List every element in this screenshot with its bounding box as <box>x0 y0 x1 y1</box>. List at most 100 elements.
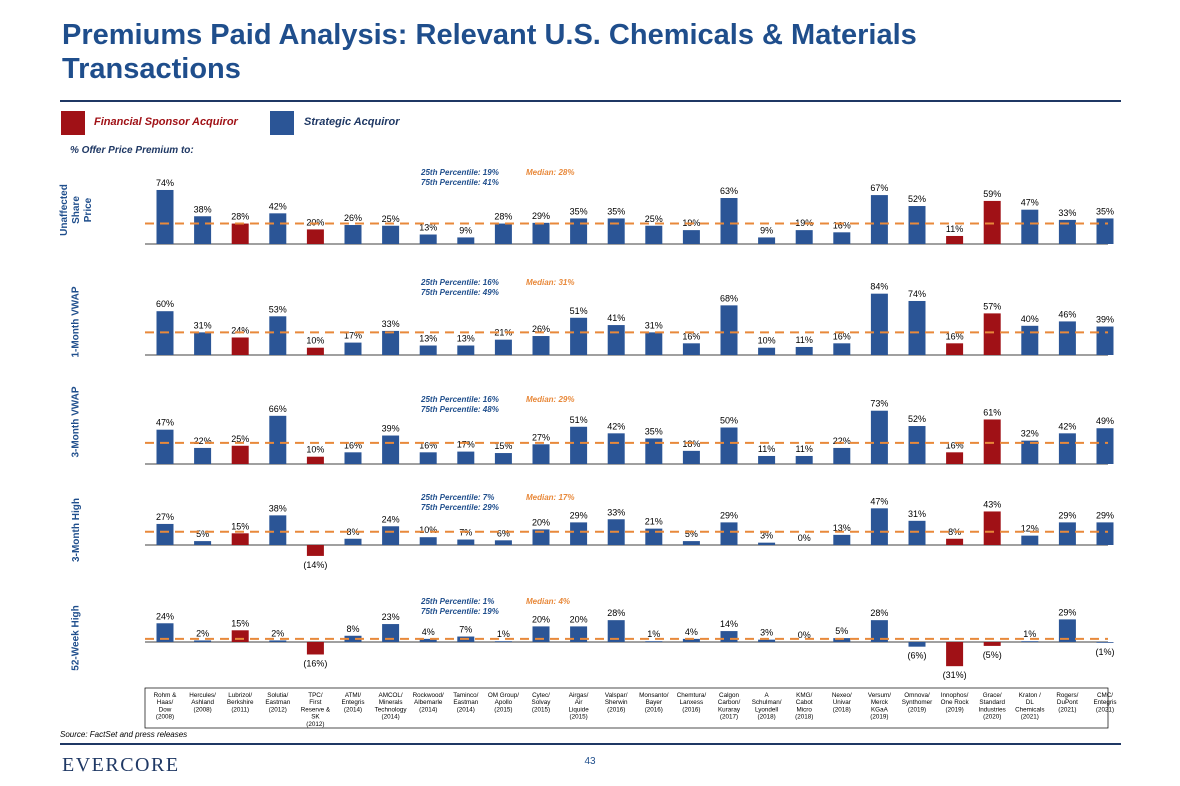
bar-value-label: 28% <box>870 608 888 618</box>
bar-value-label: 35% <box>607 206 625 216</box>
bar <box>758 639 776 642</box>
bar <box>795 346 813 355</box>
median-annotation: Median: 17% <box>526 493 574 502</box>
x-tick-label: Taminco/Eastman (2014) <box>453 692 479 713</box>
bar-value-label: 8% <box>346 527 359 537</box>
x-tick-label: ATMI/Entegris (2014) <box>341 692 364 713</box>
bar-value-label: 31% <box>194 320 212 330</box>
bar-value-label: 1% <box>1023 629 1036 639</box>
bar-value-label: 1% <box>647 629 660 639</box>
bar <box>382 225 400 244</box>
x-tick-label: Valspar/Sherwin (2016) <box>605 692 628 713</box>
strategic-acquiror-legend-label: Strategic Acquiror <box>304 116 400 128</box>
bar <box>344 635 362 642</box>
bar <box>682 343 700 355</box>
median-annotation: Median: 29% <box>526 395 574 404</box>
bar-value-label: 16% <box>946 331 964 341</box>
bar-value-label: 38% <box>194 204 212 214</box>
bar-value-label: 26% <box>344 213 362 223</box>
bar-value-label: 18% <box>682 439 700 449</box>
x-tick-label: Innophos/One Rock (2019) <box>941 692 970 713</box>
bar-value-label: 68% <box>720 293 738 303</box>
x-tick-label: KMG/Cabot Micro (2018) <box>795 692 813 721</box>
bar-value-label: 16% <box>833 220 851 230</box>
bar-value-label: 11% <box>796 444 813 454</box>
bar <box>645 438 663 464</box>
strategic-acquiror-legend-swatch <box>270 111 294 135</box>
bar <box>645 641 663 642</box>
bar <box>194 447 212 464</box>
bar-value-label: 10% <box>306 445 324 455</box>
bar <box>194 640 212 642</box>
x-tick-label: AMCOL/Minerals Technology (2014) <box>375 692 408 721</box>
bar-value-label: 26% <box>532 324 550 334</box>
bar <box>1021 440 1039 464</box>
footer-divider <box>60 743 1121 745</box>
bar <box>457 345 475 355</box>
bar-value-label: 21% <box>494 328 512 338</box>
bar-value-label: 13% <box>419 334 437 344</box>
bar <box>306 347 324 355</box>
bar <box>870 620 888 642</box>
bar-value-label: 43% <box>983 499 1001 509</box>
bar <box>607 620 625 642</box>
bar-value-label: 47% <box>870 496 888 506</box>
bar <box>607 218 625 244</box>
bar <box>570 317 588 355</box>
p75-annotation: 75th Percentile: 29% <box>421 503 499 512</box>
bar-value-label: 29% <box>1096 510 1114 520</box>
bar <box>870 508 888 545</box>
x-tick-label: TPC/First Reserve & SK (2012) <box>301 692 331 728</box>
bar <box>269 640 287 642</box>
p75-annotation: 75th Percentile: 19% <box>421 607 499 616</box>
offer-premium-label: % Offer Price Premium to: <box>70 145 194 156</box>
bar-value-label: 11% <box>758 444 775 454</box>
bar-value-label: 14% <box>720 619 738 629</box>
p25-annotation: 25th Percentile: 7% <box>420 493 494 502</box>
bar-value-label: 24% <box>156 611 174 621</box>
median-annotation: Median: 28% <box>526 168 574 177</box>
bar-value-label: 5% <box>685 529 698 539</box>
bar-value-label: 41% <box>607 313 625 323</box>
bar <box>1096 326 1114 355</box>
bar <box>457 539 475 545</box>
bar <box>570 522 588 545</box>
bar <box>1096 642 1114 643</box>
bar-value-label: 42% <box>1058 421 1076 431</box>
bar-value-label: 28% <box>494 212 512 222</box>
x-tick-label: Rockwood/Albemarle (2014) <box>413 692 444 713</box>
bar <box>382 330 400 355</box>
financial-sponsor-legend-swatch <box>61 111 85 135</box>
bar-value-label: 25% <box>382 214 400 224</box>
bar <box>344 225 362 244</box>
median-annotation: Median: 4% <box>526 597 570 606</box>
bar <box>419 234 437 244</box>
bar-value-label: 28% <box>231 212 249 222</box>
bar <box>607 433 625 464</box>
bar <box>870 195 888 244</box>
bar <box>1096 428 1114 464</box>
bar-value-label: 21% <box>645 517 663 527</box>
bar-value-label: 29% <box>1058 607 1076 617</box>
x-tick-label: Rogers/DuPont (2021) <box>1056 692 1078 713</box>
bar-value-label: 5% <box>196 529 209 539</box>
bar <box>908 426 926 464</box>
bar-value-label: 11% <box>796 335 813 345</box>
bar <box>194 332 212 355</box>
bar-value-label: 51% <box>570 306 588 316</box>
bar-value-label: 66% <box>269 404 287 414</box>
bar <box>983 200 1001 244</box>
page-title: Premiums Paid Analysis: Relevant U.S. Ch… <box>62 19 917 85</box>
bar-value-label: 5% <box>835 626 848 636</box>
bar <box>269 515 287 545</box>
bar <box>607 325 625 355</box>
bar <box>156 623 174 642</box>
bar <box>645 225 663 244</box>
p25-annotation: 25th Percentile: 1% <box>420 597 494 606</box>
bar <box>231 533 249 545</box>
x-tick-label: A Schulman/Lyondell (2018) <box>752 692 782 721</box>
bar-value-label: 47% <box>156 418 174 428</box>
bar <box>156 429 174 464</box>
bar <box>269 415 287 464</box>
bar-value-label: 4% <box>422 627 435 637</box>
